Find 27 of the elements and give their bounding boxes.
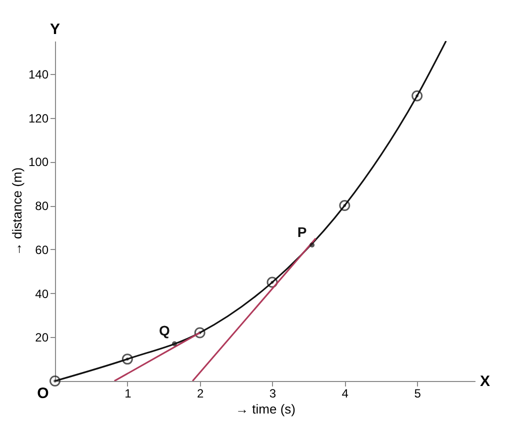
series-label: Q xyxy=(159,322,170,339)
y-tick-label: 80 xyxy=(35,199,49,214)
x-tick-label: 5 xyxy=(414,386,422,400)
x-tick-label: 2 xyxy=(196,386,204,400)
y-tick-label: 20 xyxy=(35,330,49,345)
point xyxy=(194,327,206,338)
point xyxy=(50,376,60,386)
text: O xyxy=(37,385,50,402)
y-tick-label: 40 xyxy=(35,286,49,301)
y-tick-label: 100 xyxy=(28,155,49,170)
point xyxy=(412,90,423,102)
y-axis-title: → distance (m) xyxy=(9,167,24,256)
x-tick-label: 1 xyxy=(124,386,132,400)
point xyxy=(266,276,278,288)
point xyxy=(122,354,133,365)
y-tick-label: 140 xyxy=(28,67,49,82)
point xyxy=(339,200,350,211)
x-tick-label: 3 xyxy=(269,386,276,400)
y-tick-label: 60 xyxy=(35,242,49,257)
point xyxy=(172,341,177,346)
text: Y xyxy=(50,21,60,38)
point xyxy=(310,242,315,248)
y-tick-label: 120 xyxy=(28,111,49,126)
x-tick-label: 4 xyxy=(342,386,349,400)
text: X xyxy=(480,373,490,390)
x-axis-title: → time (s) xyxy=(236,402,296,416)
series-label: P xyxy=(297,224,307,240)
